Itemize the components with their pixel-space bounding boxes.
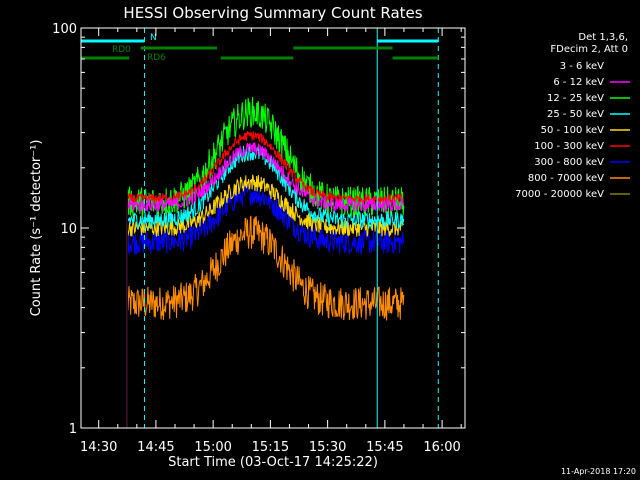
legend-label: 3 - 6 keV (560, 61, 604, 72)
x-tick-label: 15:15 (252, 440, 289, 455)
x-tick-label: 16:00 (423, 440, 460, 455)
x-tick-label: 15:45 (366, 440, 403, 455)
legend-label: 300 - 800 keV (534, 157, 604, 168)
y-tick-label: 10 (60, 222, 77, 237)
legend-label: 12 - 25 keV (547, 93, 604, 104)
series-line (126, 96, 405, 428)
series-line (126, 182, 405, 428)
x-tick-label: 14:30 (80, 440, 117, 455)
x-tick-label: 14:45 (137, 440, 174, 455)
series-line (126, 131, 405, 428)
legend-label: 7000 - 20000 keV (515, 189, 604, 200)
y-tick-label: 1 (69, 422, 77, 437)
status-bar-label: N (150, 33, 157, 43)
legend-label: 25 - 50 keV (547, 109, 604, 120)
series-line (126, 174, 404, 428)
legend-label: 6 - 12 keV (553, 77, 604, 88)
legend-label: 50 - 100 keV (541, 125, 605, 136)
legend-label: 800 - 7000 keV (528, 173, 604, 184)
status-bar-label: RD6 (147, 53, 166, 63)
timestamp-footer: 11-Apr-2018 17:20 (561, 467, 636, 476)
y-tick-label: 100 (52, 22, 77, 37)
y-axis-label: Count Rate (s⁻¹ detector⁻¹) (29, 140, 44, 317)
status-bar-label: RD0 (112, 45, 131, 55)
legend-label: 100 - 300 keV (534, 141, 604, 152)
x-tick-label: 15:00 (194, 440, 231, 455)
series-line (126, 74, 405, 428)
legend-header: FDecim 2, Att 0 (550, 44, 628, 55)
series-line (126, 215, 405, 428)
series-line (126, 142, 405, 428)
x-tick-label: 15:30 (309, 440, 346, 455)
x-axis-label: Start Time (03-Oct-17 14:25:22) (168, 455, 378, 470)
legend-header: Det 1,3,6, (578, 32, 628, 43)
series-line (126, 144, 405, 428)
chart-title: HESSI Observing Summary Count Rates (123, 4, 422, 22)
